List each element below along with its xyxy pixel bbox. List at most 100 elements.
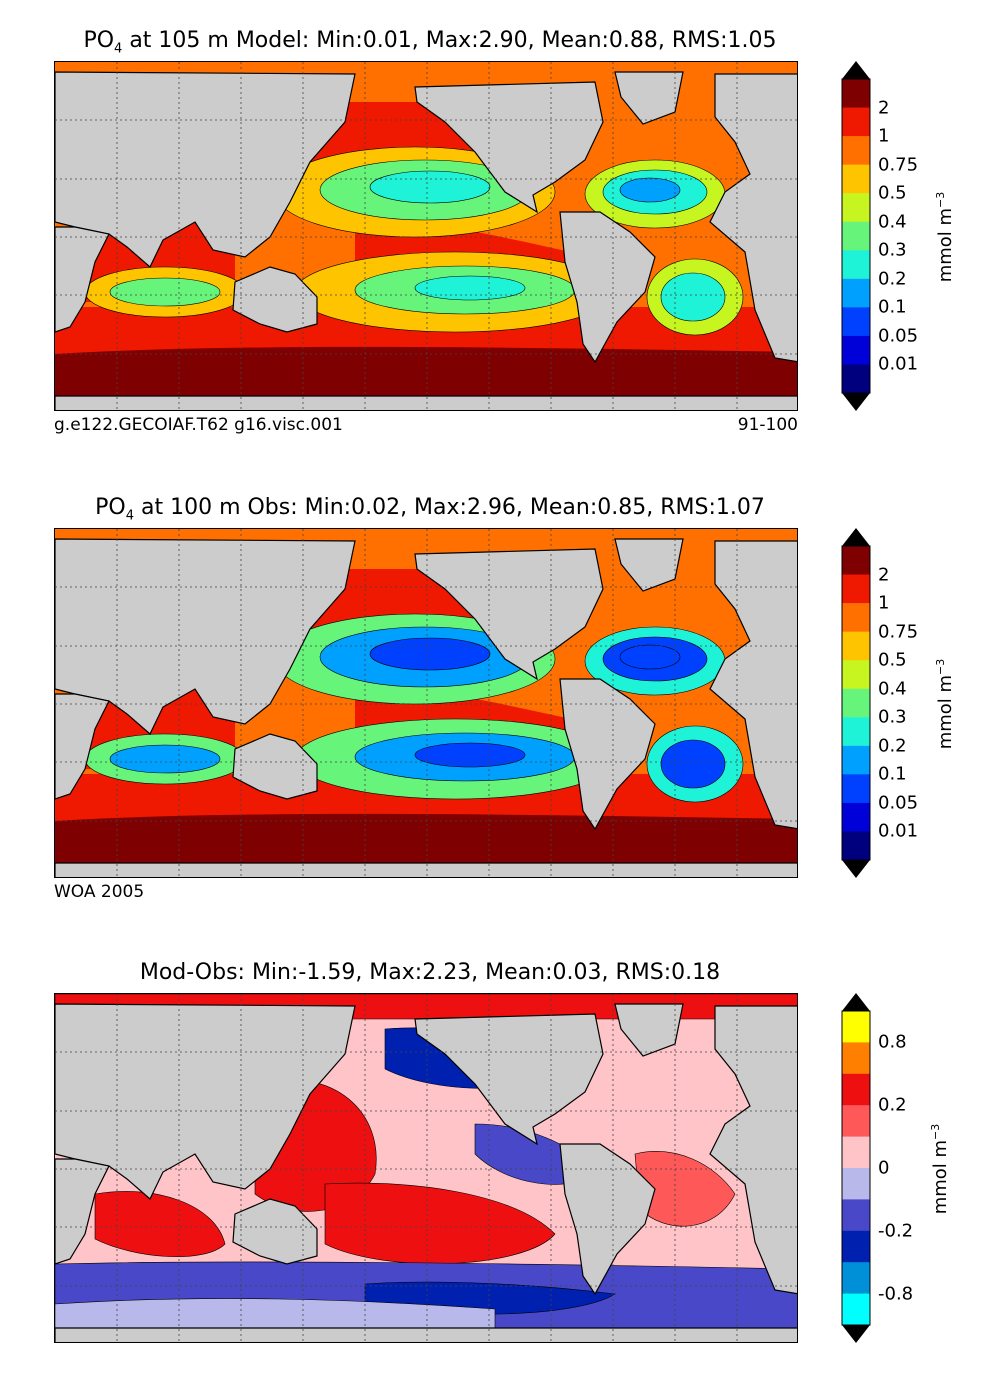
colorbar-tick-label: 1 xyxy=(878,125,890,147)
colorbar-segment xyxy=(842,136,870,166)
colorbar-segment xyxy=(842,1042,870,1075)
colorbar-segment xyxy=(842,193,870,223)
colorbar-outline xyxy=(841,1010,871,1326)
colorbar-tick-label: -0.2 xyxy=(878,1220,914,1242)
africa-land xyxy=(55,226,110,333)
colorbar-segment xyxy=(842,745,870,775)
colorbar-segment xyxy=(842,278,870,308)
colorbar-segment xyxy=(842,774,870,804)
colorbar-segment xyxy=(842,688,870,718)
obs-po4-map xyxy=(54,528,798,878)
colorbar-tick-label: 0.05 xyxy=(878,325,919,347)
n-atlantic-gyre-3 xyxy=(619,177,681,203)
red-area-s-pacific xyxy=(324,1182,556,1264)
obs-colorbar: 2 1 0.75 0.5 0.4 0.3 0.2 0.1 0.05 0.01 xyxy=(841,528,918,878)
colorbar-segment xyxy=(842,1136,870,1169)
colorbar-tick-label: 0.2 xyxy=(878,1094,907,1116)
n-atlantic-gyre-3 xyxy=(619,644,681,670)
south-america-land xyxy=(559,1143,656,1296)
colorbar-segment xyxy=(842,574,870,604)
colorbar-segment xyxy=(842,1073,870,1106)
lavender-area-southern xyxy=(55,1298,496,1330)
colorbar-segment xyxy=(842,79,870,109)
colorbar-segment xyxy=(842,1105,870,1138)
colorbar-segment xyxy=(842,1199,870,1232)
colorbar-tick-label: 1 xyxy=(878,592,890,614)
colorbar-tick-label: 0.1 xyxy=(878,296,907,318)
africa-land xyxy=(55,693,110,800)
colorbar-tick-label: 0.5 xyxy=(878,649,907,671)
colorbar-canvas xyxy=(841,993,871,1343)
map-canvas xyxy=(55,994,797,1342)
colorbar-outline xyxy=(841,78,871,394)
south-america-land xyxy=(559,211,656,364)
n-pacific-gyre-3 xyxy=(369,637,491,671)
colorbar-segment xyxy=(842,1011,870,1043)
colorbar-tick-label: 0 xyxy=(878,1157,890,1179)
australia-land xyxy=(232,733,318,800)
greenland-land xyxy=(614,1003,684,1057)
colorbar-segment xyxy=(842,221,870,251)
colorbar-tick-label: 2 xyxy=(878,564,890,586)
panel3-units: mmol m−3 xyxy=(929,1123,951,1215)
europe-africa-land xyxy=(709,73,797,363)
australia-land xyxy=(232,1198,318,1265)
north-america-land xyxy=(414,1013,604,1146)
s-pacific-gyre-3 xyxy=(414,275,526,301)
indian-gyre-2 xyxy=(109,277,221,307)
colorbar-top-arrow xyxy=(842,993,870,1011)
colorbar-segment xyxy=(842,164,870,194)
colorbar-segment xyxy=(842,364,870,394)
s-atlantic-gyre-2 xyxy=(660,739,726,789)
colorbar-tick-label: 0.01 xyxy=(878,353,919,375)
colorbar-tick-label: 0.4 xyxy=(878,678,907,700)
colorbar-segment xyxy=(842,250,870,280)
difference-colorbar: 0.8 0.2 0 -0.2 -0.8 xyxy=(841,993,913,1343)
difference-map xyxy=(54,993,798,1343)
colorbar-canvas xyxy=(841,61,871,411)
antarctica-land xyxy=(55,1327,797,1342)
colorbar-bottom-arrow xyxy=(842,860,870,878)
salmon-area-atlantic xyxy=(634,1151,736,1227)
colorbar-segment xyxy=(842,107,870,137)
colorbar-tick-label: 0.75 xyxy=(878,621,919,643)
europe-africa-land xyxy=(709,1005,797,1295)
colorbar-segment xyxy=(842,717,870,747)
colorbar-tick-label: 0.8 xyxy=(878,1031,907,1053)
colorbar-tick-label: -0.8 xyxy=(878,1283,914,1305)
panel2-source: WOA 2005 xyxy=(54,882,145,902)
colorbar-segment xyxy=(842,831,870,861)
model-po4-map xyxy=(54,61,798,411)
greenland-land xyxy=(614,71,684,125)
map-canvas xyxy=(55,529,797,877)
north-america-land xyxy=(414,81,604,214)
colorbar-tick-label: 0.3 xyxy=(878,239,907,261)
colorbar-segment xyxy=(842,1293,870,1326)
colorbar-bottom-arrow xyxy=(842,1325,870,1343)
greenland-land xyxy=(614,538,684,592)
colorbar-segment xyxy=(842,1262,870,1295)
s-pacific-gyre-3 xyxy=(414,742,526,768)
southern-ocean-band xyxy=(55,813,797,877)
southern-ocean-band xyxy=(55,346,797,410)
panel1-years: 91-100 xyxy=(737,415,798,435)
colorbar-segment xyxy=(842,546,870,576)
australia-land xyxy=(232,266,318,333)
colorbar-tick-label: 0.05 xyxy=(878,792,919,814)
colorbar-top-arrow xyxy=(842,61,870,79)
colorbar-outline xyxy=(841,545,871,861)
panel2-units: mmol m−3 xyxy=(934,658,956,750)
model-colorbar: 2 1 0.75 0.5 0.4 0.3 0.2 0.1 0.05 0.01 xyxy=(841,61,918,411)
colorbar-segment xyxy=(842,603,870,633)
colorbar-tick-label: 0.2 xyxy=(878,268,907,290)
antarctica-land xyxy=(55,395,797,410)
antarctica-land xyxy=(55,862,797,877)
colorbar-tick-label: 0.01 xyxy=(878,820,919,842)
colorbar-segment xyxy=(842,335,870,365)
colorbar-canvas xyxy=(841,528,871,878)
colorbar-tick-label: 0.4 xyxy=(878,211,907,233)
colorbar-tick-label: 2 xyxy=(878,97,890,119)
panel1-units: mmol m−3 xyxy=(934,191,956,283)
panel2-title: PO4 at 100 m Obs: Min:0.02, Max:2.96, Me… xyxy=(95,495,765,524)
europe-africa-land xyxy=(709,540,797,830)
